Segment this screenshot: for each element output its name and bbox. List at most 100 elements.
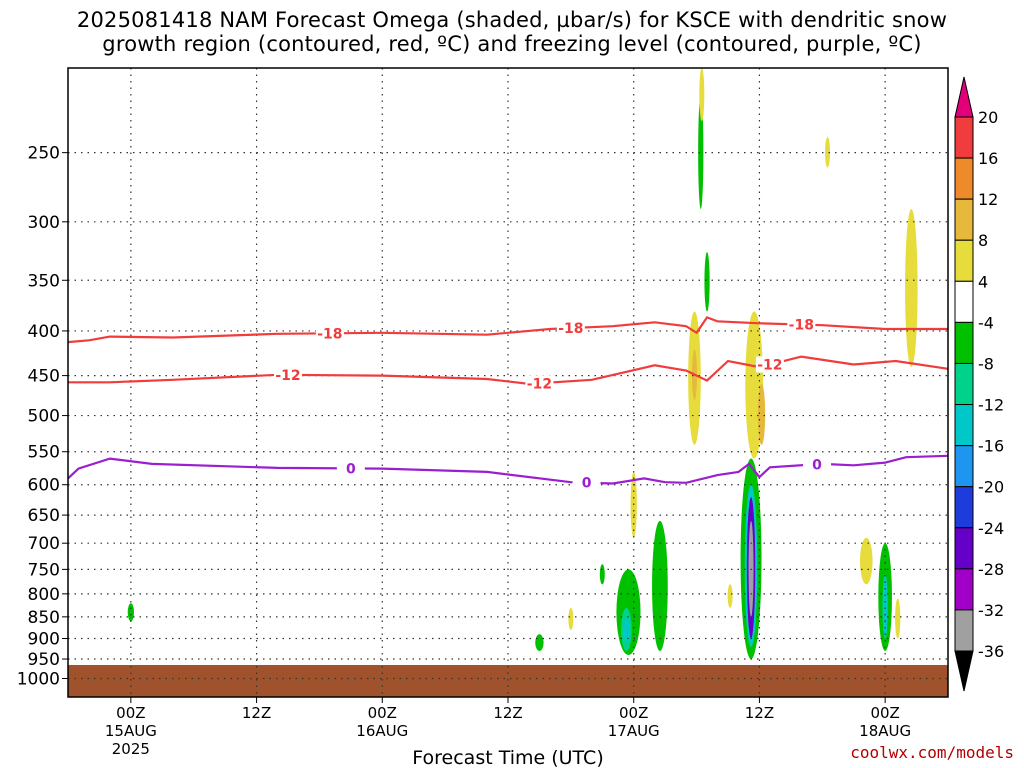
- omega-region-0: [127, 603, 134, 622]
- colorbar-label-1: 16: [978, 149, 998, 168]
- colorbar-segment-7: [954, 404, 974, 447]
- x-tick-label-1: 12Z: [242, 704, 271, 722]
- omega-region-11: [882, 574, 888, 639]
- contour-label-2-1: 0: [582, 476, 592, 492]
- contour-label-1-0: -12: [275, 368, 300, 384]
- x-tick-label-3: 12Z: [493, 704, 522, 722]
- y-tick-label-800: 800: [28, 585, 60, 605]
- contour-line-0: [67, 316, 948, 344]
- x-date-label-0: 15AUG: [105, 722, 157, 740]
- contour-label-bg-0-1: [556, 320, 585, 337]
- colorbar-label-12: -32: [978, 601, 1004, 620]
- colorbar-label-7: -12: [978, 396, 1004, 415]
- omega-region-22: [895, 598, 901, 639]
- contour-line-1: [68, 355, 949, 386]
- colorbar-segment-6: [954, 362, 974, 406]
- omega-region-15: [699, 68, 705, 122]
- x-date-label-4: 17AUG: [608, 722, 660, 740]
- omega-region-4: [652, 520, 668, 651]
- contour-label-bg-0-2: [787, 316, 816, 333]
- contour-label-2-0: 0: [346, 461, 356, 477]
- y-tick-label-750: 750: [28, 560, 60, 580]
- contour-label-2-2: 0: [812, 457, 822, 473]
- x-tick-label-5: 12Z: [745, 704, 774, 722]
- y-tick-label-550: 550: [28, 443, 60, 463]
- contour-line-2: [67, 454, 949, 485]
- y-tick-label-400: 400: [28, 322, 60, 342]
- y-tick-label-450: 450: [28, 367, 60, 387]
- y-tick-label-500: 500: [28, 407, 60, 427]
- x-axis-label: Forecast Time (UTC): [412, 747, 603, 768]
- chart-title-line1: 2025081418 NAM Forecast Omega (shaded, µ…: [76, 8, 948, 32]
- contour-label-bg-1-2: [755, 356, 784, 373]
- colorbar-segment-0: [954, 116, 974, 159]
- colorbar-label-8: -16: [978, 437, 1004, 456]
- colorbar-bottom-arrow: [954, 650, 974, 692]
- y-tick-label-950: 950: [28, 650, 60, 670]
- colorbar-segment-10: [954, 527, 974, 570]
- credit-text: coolwx.com/models: [850, 743, 1014, 762]
- colorbar-segment-4: [954, 280, 974, 323]
- y-tick-label-700: 700: [28, 534, 60, 554]
- omega-region-16: [825, 137, 831, 168]
- colorbar-label-11: -28: [978, 560, 1004, 579]
- y-tick-label-850: 850: [28, 608, 60, 628]
- ground-fill: [68, 664, 948, 697]
- colorbar-top-arrow: [954, 76, 974, 118]
- contour-label-bg-2-1: [572, 474, 601, 491]
- omega-region-1: [698, 95, 704, 209]
- y-tick-label-900: 900: [28, 630, 60, 650]
- x-tick-label-2: 00Z: [368, 704, 397, 722]
- x-tick-label-6: 00Z: [870, 704, 899, 722]
- omega-region-17: [905, 208, 918, 368]
- contour-label-bg-0-0: [315, 325, 344, 342]
- colorbar-label-2: 12: [978, 190, 998, 209]
- colorbar-segment-8: [954, 445, 974, 488]
- x-date-label-2: 16AUG: [356, 722, 408, 740]
- colorbar-label-10: -24: [978, 519, 1004, 538]
- omega-region-2: [704, 252, 710, 312]
- omega-region-10: [623, 616, 630, 643]
- contour-label-0-1: -18: [558, 321, 583, 337]
- omega-region-7: [535, 634, 544, 651]
- omega-region-23: [568, 607, 574, 631]
- plot-frame: [67, 67, 949, 698]
- contour-label-bg-2-0: [336, 460, 365, 477]
- contour-label-bg-1-0: [274, 366, 302, 383]
- chart-title-line2: growth region (contoured, red, ºC) and f…: [102, 32, 922, 56]
- x-tick-label-0: 00Z: [116, 704, 145, 722]
- colorbar-segment-12: [954, 609, 974, 652]
- x-date-label-6: 18AUG: [859, 722, 911, 740]
- contour-label-0-2: -18: [789, 318, 814, 334]
- y-tick-label-1000: 1000: [17, 669, 60, 689]
- colorbar-segment-11: [954, 568, 974, 611]
- colorbar-segment-9: [954, 486, 974, 529]
- contour-label-1-2: -12: [757, 357, 782, 373]
- colorbar-label-4: 4: [978, 272, 988, 291]
- colorbar-label-3: 8: [978, 231, 988, 250]
- omega-region-21: [860, 537, 873, 585]
- colorbar-segment-3: [954, 239, 974, 282]
- x-year-label-0: 2025: [112, 740, 150, 758]
- colorbar-segment-2: [954, 198, 974, 241]
- contour-label-1-1: -12: [527, 376, 552, 392]
- y-tick-label-350: 350: [28, 271, 60, 291]
- y-tick-label-300: 300: [28, 213, 60, 233]
- omega-region-8: [599, 564, 605, 585]
- colorbar-segment-1: [954, 157, 974, 200]
- colorbar-label-0: 20: [978, 108, 998, 127]
- y-tick-label-650: 650: [28, 506, 60, 526]
- colorbar-label-13: -36: [978, 642, 1004, 661]
- colorbar-label-5: -4: [978, 313, 994, 332]
- colorbar-label-6: -8: [978, 354, 994, 373]
- colorbar-segment-5: [954, 321, 974, 364]
- contour-label-bg-2-2: [803, 456, 832, 473]
- contour-label-bg-1-1: [525, 375, 554, 392]
- y-tick-label-600: 600: [28, 476, 60, 496]
- omega-region-24: [727, 584, 733, 608]
- omega-region-26: [757, 383, 766, 445]
- contour-label-0-0: -18: [317, 326, 342, 342]
- x-tick-label-4: 00Z: [619, 704, 648, 722]
- colorbar-label-9: -20: [978, 478, 1004, 497]
